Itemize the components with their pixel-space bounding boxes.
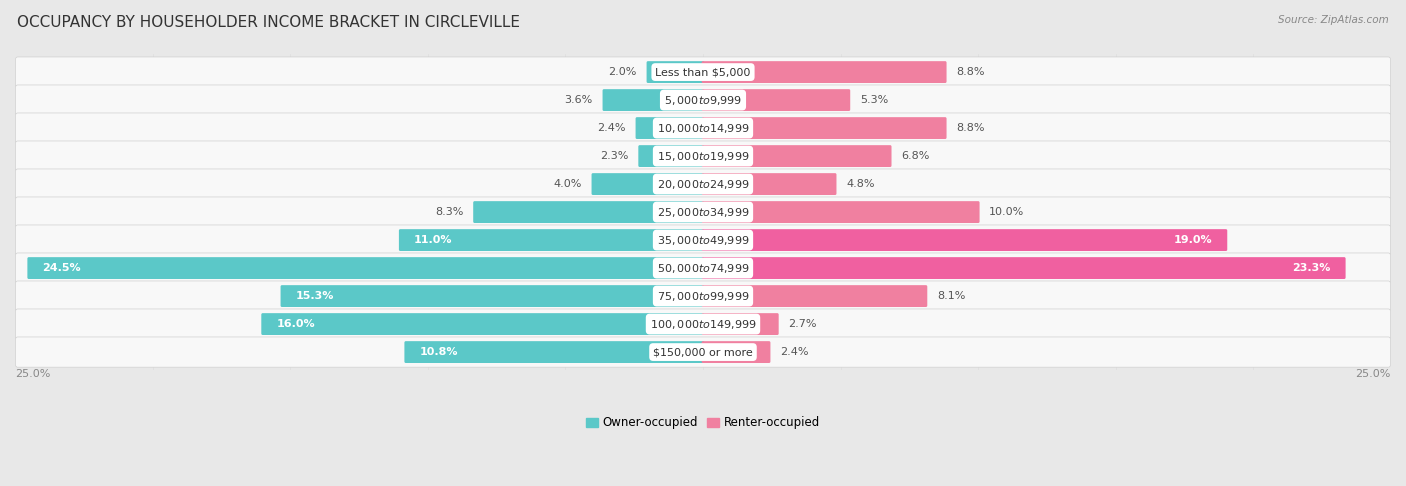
Text: 4.0%: 4.0% <box>554 179 582 189</box>
FancyBboxPatch shape <box>702 201 980 223</box>
FancyBboxPatch shape <box>262 313 704 335</box>
FancyBboxPatch shape <box>15 113 1391 143</box>
Text: Source: ZipAtlas.com: Source: ZipAtlas.com <box>1278 15 1389 25</box>
Text: 4.8%: 4.8% <box>846 179 875 189</box>
FancyBboxPatch shape <box>702 313 779 335</box>
FancyBboxPatch shape <box>702 117 946 139</box>
Text: 3.6%: 3.6% <box>565 95 593 105</box>
Text: 2.4%: 2.4% <box>780 347 808 357</box>
FancyBboxPatch shape <box>399 229 704 251</box>
FancyBboxPatch shape <box>15 337 1391 367</box>
Text: 8.3%: 8.3% <box>436 207 464 217</box>
FancyBboxPatch shape <box>15 197 1391 227</box>
Text: 19.0%: 19.0% <box>1174 235 1212 245</box>
FancyBboxPatch shape <box>647 61 704 83</box>
FancyBboxPatch shape <box>702 89 851 111</box>
FancyBboxPatch shape <box>15 253 1391 283</box>
FancyBboxPatch shape <box>15 225 1391 255</box>
FancyBboxPatch shape <box>702 145 891 167</box>
Text: $150,000 or more: $150,000 or more <box>654 347 752 357</box>
Text: 10.0%: 10.0% <box>990 207 1025 217</box>
FancyBboxPatch shape <box>702 173 837 195</box>
Text: 24.5%: 24.5% <box>42 263 82 273</box>
FancyBboxPatch shape <box>281 285 704 307</box>
FancyBboxPatch shape <box>603 89 704 111</box>
Text: 8.8%: 8.8% <box>956 123 984 133</box>
Text: 15.3%: 15.3% <box>295 291 335 301</box>
Text: $25,000 to $34,999: $25,000 to $34,999 <box>657 206 749 219</box>
Text: $100,000 to $149,999: $100,000 to $149,999 <box>650 317 756 330</box>
Text: Less than $5,000: Less than $5,000 <box>655 67 751 77</box>
FancyBboxPatch shape <box>638 145 704 167</box>
FancyBboxPatch shape <box>15 57 1391 87</box>
Text: 2.7%: 2.7% <box>789 319 817 329</box>
FancyBboxPatch shape <box>15 309 1391 339</box>
Text: 5.3%: 5.3% <box>860 95 889 105</box>
Text: 16.0%: 16.0% <box>277 319 315 329</box>
FancyBboxPatch shape <box>702 257 1346 279</box>
FancyBboxPatch shape <box>15 281 1391 311</box>
Text: OCCUPANCY BY HOUSEHOLDER INCOME BRACKET IN CIRCLEVILLE: OCCUPANCY BY HOUSEHOLDER INCOME BRACKET … <box>17 15 520 30</box>
Text: $5,000 to $9,999: $5,000 to $9,999 <box>664 94 742 106</box>
Text: $75,000 to $99,999: $75,000 to $99,999 <box>657 290 749 303</box>
FancyBboxPatch shape <box>15 85 1391 115</box>
Text: 2.3%: 2.3% <box>600 151 628 161</box>
FancyBboxPatch shape <box>592 173 704 195</box>
FancyBboxPatch shape <box>27 257 704 279</box>
FancyBboxPatch shape <box>15 169 1391 199</box>
Text: 8.8%: 8.8% <box>956 67 984 77</box>
FancyBboxPatch shape <box>15 141 1391 171</box>
Text: 25.0%: 25.0% <box>1355 369 1391 380</box>
Text: 8.1%: 8.1% <box>936 291 966 301</box>
Text: 10.8%: 10.8% <box>419 347 458 357</box>
FancyBboxPatch shape <box>702 285 928 307</box>
FancyBboxPatch shape <box>636 117 704 139</box>
Text: 25.0%: 25.0% <box>15 369 51 380</box>
FancyBboxPatch shape <box>474 201 704 223</box>
FancyBboxPatch shape <box>702 229 1227 251</box>
FancyBboxPatch shape <box>702 61 946 83</box>
Text: 2.4%: 2.4% <box>598 123 626 133</box>
Legend: Owner-occupied, Renter-occupied: Owner-occupied, Renter-occupied <box>581 412 825 434</box>
Text: $10,000 to $14,999: $10,000 to $14,999 <box>657 122 749 135</box>
Text: $35,000 to $49,999: $35,000 to $49,999 <box>657 234 749 246</box>
Text: 23.3%: 23.3% <box>1292 263 1330 273</box>
Text: 2.0%: 2.0% <box>609 67 637 77</box>
Text: 6.8%: 6.8% <box>901 151 929 161</box>
Text: 11.0%: 11.0% <box>413 235 453 245</box>
FancyBboxPatch shape <box>405 341 704 363</box>
FancyBboxPatch shape <box>702 341 770 363</box>
Text: $50,000 to $74,999: $50,000 to $74,999 <box>657 261 749 275</box>
Text: $15,000 to $19,999: $15,000 to $19,999 <box>657 150 749 163</box>
Text: $20,000 to $24,999: $20,000 to $24,999 <box>657 177 749 191</box>
